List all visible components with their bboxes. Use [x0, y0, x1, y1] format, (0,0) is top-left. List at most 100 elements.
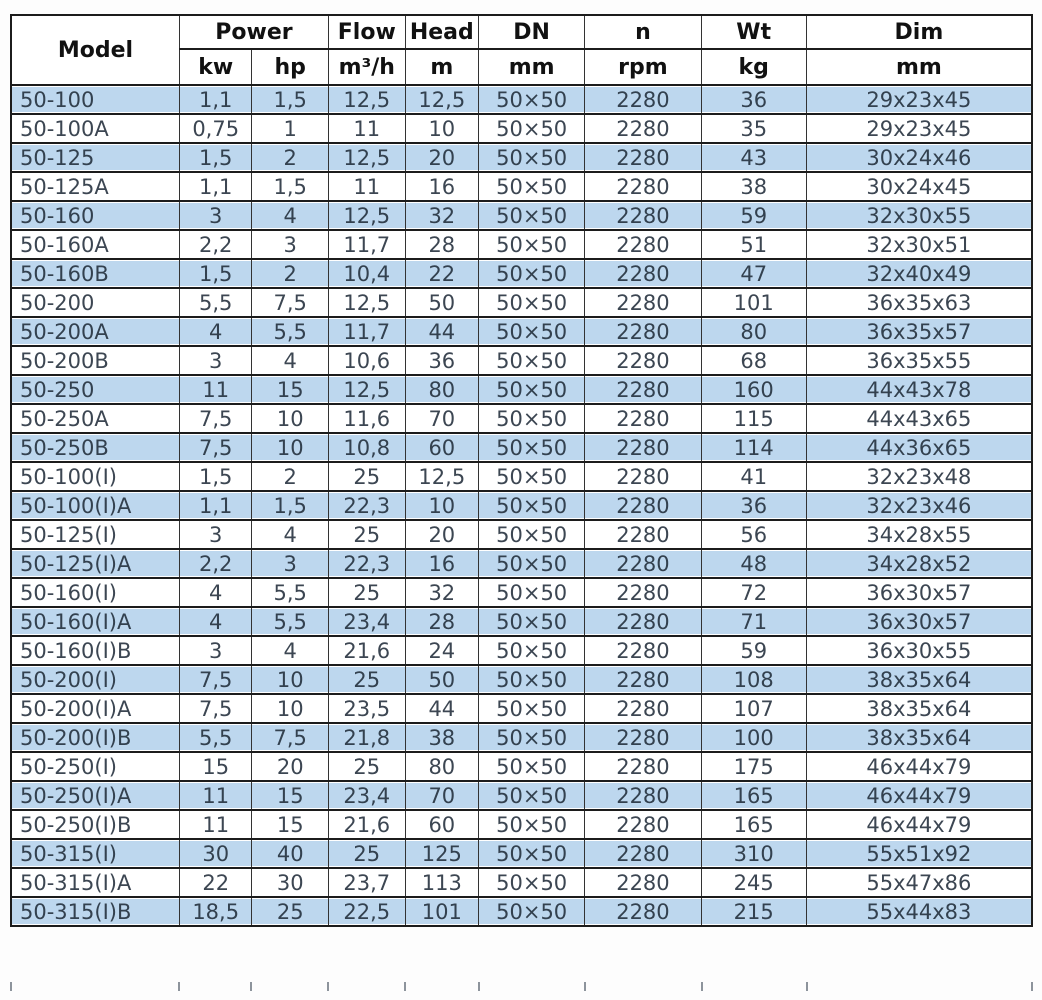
header-unit-dim: mm	[805, 48, 1033, 86]
cell-power-kw: 7,5	[178, 432, 253, 463]
cell-dn: 50×50	[478, 490, 586, 521]
cell-power-kw: 15	[178, 751, 253, 782]
table-row: 50-160(I)B 3 4 21,6 24 50×50 2280 59 36x30x55	[10, 635, 1033, 666]
cell-head: 70	[404, 780, 480, 811]
header-model: Model	[10, 14, 180, 86]
header-row-titles: Model Power Flow Head DN n Wt Dim	[10, 14, 1033, 86]
cell-dn: 50×50	[478, 519, 586, 550]
cell-power-hp: 1,5	[251, 171, 329, 202]
cell-wt: 72	[700, 577, 807, 608]
cell-model: 50-200(I)	[10, 664, 180, 695]
cell-power-hp: 40	[251, 838, 329, 869]
header-dim: Dim	[805, 14, 1033, 50]
cell-head: 24	[404, 635, 480, 666]
cell-n-rpm: 2280	[584, 316, 702, 347]
cell-head: 80	[404, 374, 480, 405]
cell-wt: 68	[700, 345, 807, 376]
cell-dim: 46x44x79	[805, 809, 1033, 840]
cell-head: 12,5	[404, 461, 480, 492]
cell-n-rpm: 2280	[584, 461, 702, 492]
cell-flow: 25	[328, 751, 406, 782]
cell-flow: 12,5	[328, 142, 406, 173]
column-tick-mark	[583, 982, 586, 991]
cell-n-rpm: 2280	[584, 374, 702, 405]
cell-head: 10	[404, 113, 480, 144]
cell-dn: 50×50	[478, 258, 586, 289]
cell-wt: 100	[700, 722, 807, 753]
cell-wt: 59	[700, 200, 807, 231]
cell-dim: 36x35x63	[805, 287, 1033, 318]
cell-head: 16	[404, 171, 480, 202]
cell-dim: 29x23x45	[805, 84, 1033, 115]
cell-n-rpm: 2280	[584, 809, 702, 840]
cell-dim: 34x28x52	[805, 548, 1033, 579]
cell-dim: 34x28x55	[805, 519, 1033, 550]
table-row: 50-315(I) 30 40 25 125 50×50 2280 310 55x51x92	[10, 838, 1033, 869]
cell-power-kw: 1,5	[178, 258, 253, 289]
cell-n-rpm: 2280	[584, 751, 702, 782]
cell-head: 20	[404, 142, 480, 173]
cell-dn: 50×50	[478, 751, 586, 782]
cell-power-kw: 3	[178, 635, 253, 666]
cell-power-kw: 1,1	[178, 84, 253, 115]
table-row: 50-250(I)B 11 15 21,6 60 50×50 2280 165 46x44x79	[10, 809, 1033, 840]
table-row: 50-250 11 15 12,5 80 50×50 2280 160 44x43x78	[10, 374, 1033, 405]
cell-n-rpm: 2280	[584, 432, 702, 463]
cell-flow: 21,6	[328, 809, 406, 840]
cell-n-rpm: 2280	[584, 345, 702, 376]
cell-flow: 11,7	[328, 316, 406, 347]
cell-wt: 114	[700, 432, 807, 463]
cell-dn: 50×50	[478, 200, 586, 231]
header-unit-kw: kw	[178, 48, 253, 86]
header-n: n	[584, 14, 702, 50]
cell-dim: 55x47x86	[805, 867, 1033, 898]
cell-dim: 32x40x49	[805, 258, 1033, 289]
cell-dn: 50×50	[478, 142, 586, 173]
cell-n-rpm: 2280	[584, 287, 702, 318]
cell-head: 22	[404, 258, 480, 289]
cell-dim: 32x23x46	[805, 490, 1033, 521]
cell-power-hp: 4	[251, 200, 329, 231]
cell-wt: 51	[700, 229, 807, 260]
cell-n-rpm: 2280	[584, 577, 702, 608]
cell-dn: 50×50	[478, 345, 586, 376]
cell-dim: 36x35x57	[805, 316, 1033, 347]
table-row: 50-125(I)A 2,2 3 22,3 16 50×50 2280 48 34x28x52	[10, 548, 1033, 579]
cell-model: 50-125	[10, 142, 180, 173]
cell-n-rpm: 2280	[584, 635, 702, 666]
table-row: 50-200 5,5 7,5 12,5 50 50×50 2280 101 36x35x63	[10, 287, 1033, 318]
cell-dim: 36x30x57	[805, 606, 1033, 637]
cell-flow: 10,4	[328, 258, 406, 289]
cell-model: 50-160(I)	[10, 577, 180, 608]
table-row: 50-200A 4 5,5 11,7 44 50×50 2280 80 36x35x57	[10, 316, 1033, 347]
cell-power-hp: 10	[251, 403, 329, 434]
cell-model: 50-160A	[10, 229, 180, 260]
cell-power-kw: 0,75	[178, 113, 253, 144]
cell-dim: 46x44x79	[805, 780, 1033, 811]
table-row: 50-125A 1,1 1,5 11 16 50×50 2280 38 30x24x45	[10, 171, 1033, 202]
cell-head: 32	[404, 577, 480, 608]
cell-dn: 50×50	[478, 780, 586, 811]
cell-power-hp: 2	[251, 258, 329, 289]
pump-spec-table: Model Power Flow Head DN n Wt Dim kw hp …	[10, 14, 1033, 927]
cell-power-kw: 4	[178, 316, 253, 347]
cell-model: 50-160B	[10, 258, 180, 289]
cell-n-rpm: 2280	[584, 896, 702, 927]
table-row: 50-100(I)A 1,1 1,5 22,3 10 50×50 2280 36 32x23x4…	[10, 490, 1033, 521]
cell-n-rpm: 2280	[584, 693, 702, 724]
cell-power-hp: 10	[251, 693, 329, 724]
cell-n-rpm: 2280	[584, 258, 702, 289]
cell-model: 50-125(I)	[10, 519, 180, 550]
cell-power-kw: 7,5	[178, 693, 253, 724]
cell-wt: 41	[700, 461, 807, 492]
cell-head: 28	[404, 229, 480, 260]
cell-n-rpm: 2280	[584, 606, 702, 637]
table-row: 50-100 1,1 1,5 12,5 12,5 50×50 2280 36 29x23x45	[10, 84, 1033, 115]
header-unit-head: m	[404, 48, 480, 86]
cell-power-hp: 15	[251, 780, 329, 811]
column-tick-mark	[327, 982, 330, 991]
cell-dim: 55x44x83	[805, 896, 1033, 927]
cell-power-kw: 3	[178, 345, 253, 376]
cell-power-kw: 1,5	[178, 142, 253, 173]
